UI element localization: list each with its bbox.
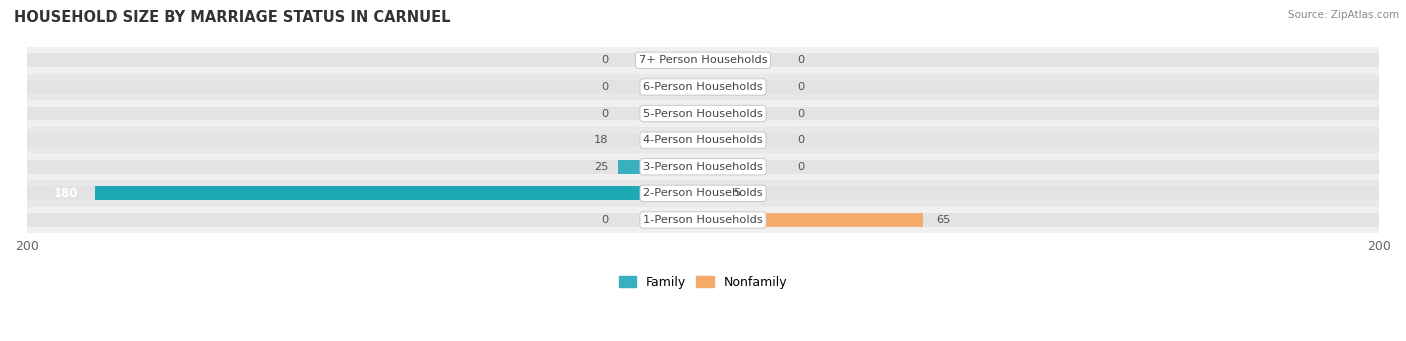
Bar bbox=[27, 153, 1379, 180]
Text: 0: 0 bbox=[797, 55, 804, 65]
Text: HOUSEHOLD SIZE BY MARRIAGE STATUS IN CARNUEL: HOUSEHOLD SIZE BY MARRIAGE STATUS IN CAR… bbox=[14, 10, 450, 25]
Bar bbox=[27, 207, 1379, 233]
Bar bbox=[703, 160, 1379, 174]
Bar bbox=[27, 74, 1379, 100]
Text: 0: 0 bbox=[602, 215, 609, 225]
Bar bbox=[94, 187, 703, 200]
Bar bbox=[619, 160, 703, 174]
Text: 1-Person Households: 1-Person Households bbox=[643, 215, 763, 225]
Bar bbox=[27, 107, 703, 120]
Bar bbox=[27, 133, 703, 147]
Text: 6-Person Households: 6-Person Households bbox=[643, 82, 763, 92]
Bar bbox=[703, 107, 1379, 120]
Text: 3-Person Households: 3-Person Households bbox=[643, 162, 763, 172]
Bar bbox=[703, 80, 1379, 94]
Bar bbox=[703, 213, 922, 227]
Bar bbox=[703, 54, 1379, 67]
Bar bbox=[703, 187, 1379, 200]
Text: 0: 0 bbox=[602, 108, 609, 119]
Bar bbox=[27, 160, 703, 174]
Bar bbox=[643, 133, 703, 147]
Text: 65: 65 bbox=[936, 215, 950, 225]
Text: 25: 25 bbox=[593, 162, 609, 172]
Bar bbox=[27, 213, 703, 227]
Text: Source: ZipAtlas.com: Source: ZipAtlas.com bbox=[1288, 10, 1399, 20]
Text: 0: 0 bbox=[797, 82, 804, 92]
Bar bbox=[27, 180, 1379, 207]
Text: 4-Person Households: 4-Person Households bbox=[643, 135, 763, 145]
Text: 0: 0 bbox=[797, 135, 804, 145]
Bar bbox=[703, 187, 720, 200]
Bar bbox=[27, 187, 703, 200]
Text: 0: 0 bbox=[797, 108, 804, 119]
Text: 0: 0 bbox=[797, 162, 804, 172]
Bar bbox=[27, 127, 1379, 153]
Bar bbox=[703, 133, 1379, 147]
Legend: Family, Nonfamily: Family, Nonfamily bbox=[619, 276, 787, 289]
Text: 5: 5 bbox=[734, 188, 741, 198]
Bar bbox=[27, 54, 703, 67]
Bar bbox=[703, 213, 1379, 227]
Text: 2-Person Households: 2-Person Households bbox=[643, 188, 763, 198]
Text: 5-Person Households: 5-Person Households bbox=[643, 108, 763, 119]
Text: 0: 0 bbox=[602, 55, 609, 65]
Bar bbox=[27, 80, 703, 94]
Text: 180: 180 bbox=[53, 187, 79, 200]
Text: 0: 0 bbox=[602, 82, 609, 92]
Text: 18: 18 bbox=[593, 135, 609, 145]
Bar bbox=[27, 47, 1379, 74]
Text: 7+ Person Households: 7+ Person Households bbox=[638, 55, 768, 65]
Bar bbox=[27, 100, 1379, 127]
